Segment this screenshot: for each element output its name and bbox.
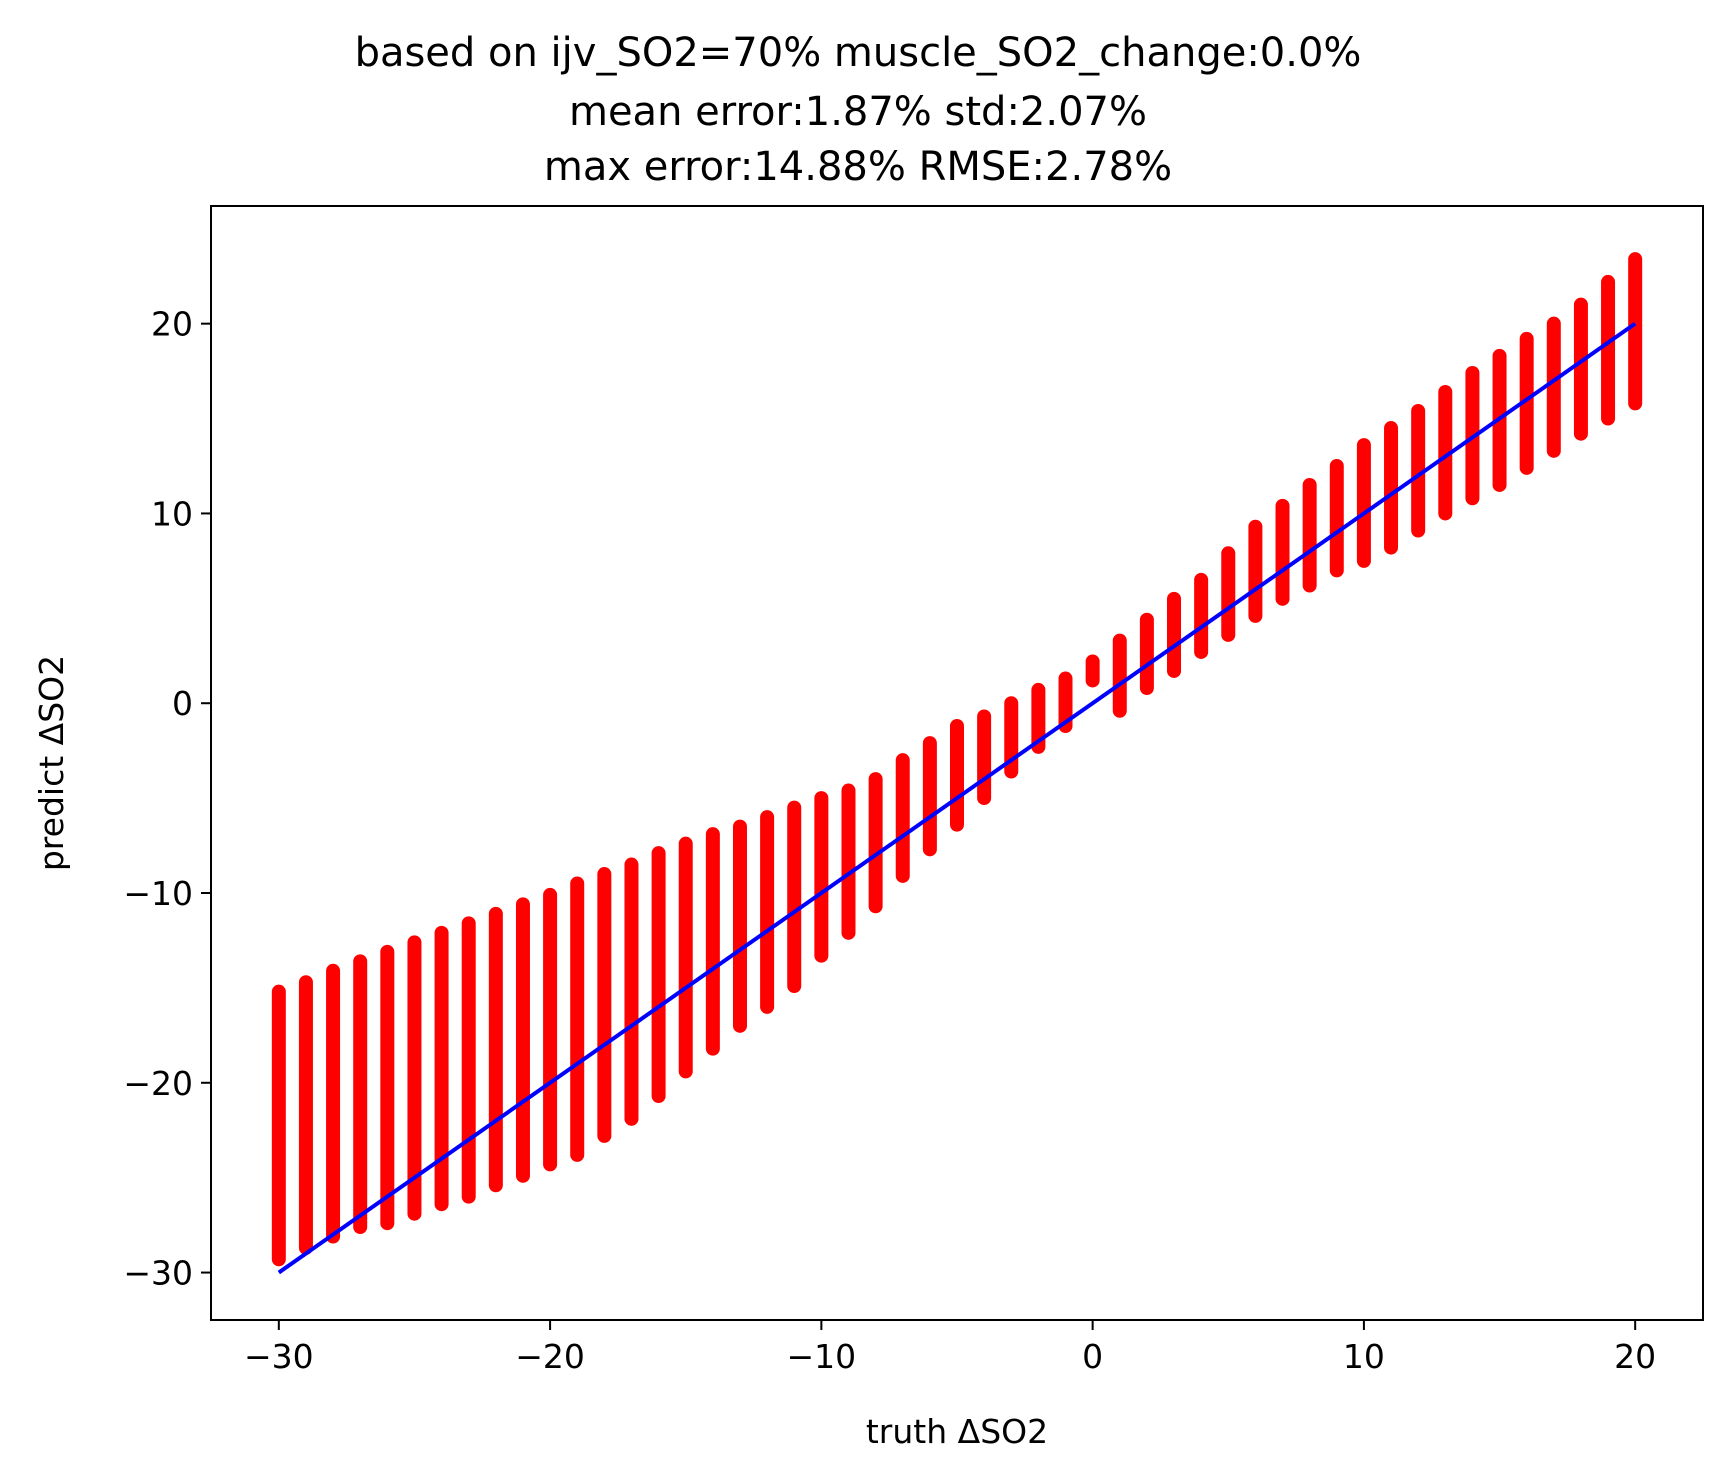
x-axis-label: truth ΔSO2 (866, 1412, 1048, 1451)
y-tick-label: −20 (123, 1064, 193, 1103)
y-tick-label: 20 (151, 305, 193, 344)
x-tick-label: 0 (1082, 1337, 1103, 1376)
x-tick-label: −10 (787, 1337, 857, 1376)
chart-title: based on ijv_SO2=70% muscle_SO2_change:0… (355, 30, 1362, 190)
plot-frame (210, 205, 1704, 1321)
title-line-1: based on ijv_SO2=70% muscle_SO2_change:0… (355, 30, 1362, 76)
x-axis-ticks: −30 −20 −10 0 10 20 (244, 1320, 1656, 1376)
y-tick-label: −30 (123, 1254, 193, 1293)
y-tick-label: −10 (123, 874, 193, 913)
y-tick-label: 10 (151, 494, 193, 533)
identity-line-series (277, 322, 1637, 1275)
x-tick-label: −20 (515, 1337, 585, 1376)
title-line-2: mean error:1.87% std:2.07% (569, 89, 1147, 135)
x-tick-label: 20 (1614, 1337, 1656, 1376)
y-axis-label: predict ΔSO2 (32, 655, 71, 871)
identity-line (277, 322, 1637, 1275)
y-tick-label: 0 (172, 684, 193, 723)
prediction-range-series (271, 252, 1643, 1267)
title-line-3: max error:14.88% RMSE:2.78% (544, 144, 1172, 190)
plot-area (210, 205, 1704, 1321)
x-tick-label: 10 (1343, 1337, 1385, 1376)
y-axis-ticks: −30 −20 −10 0 10 20 (123, 305, 211, 1293)
x-tick-label: −30 (244, 1337, 314, 1376)
